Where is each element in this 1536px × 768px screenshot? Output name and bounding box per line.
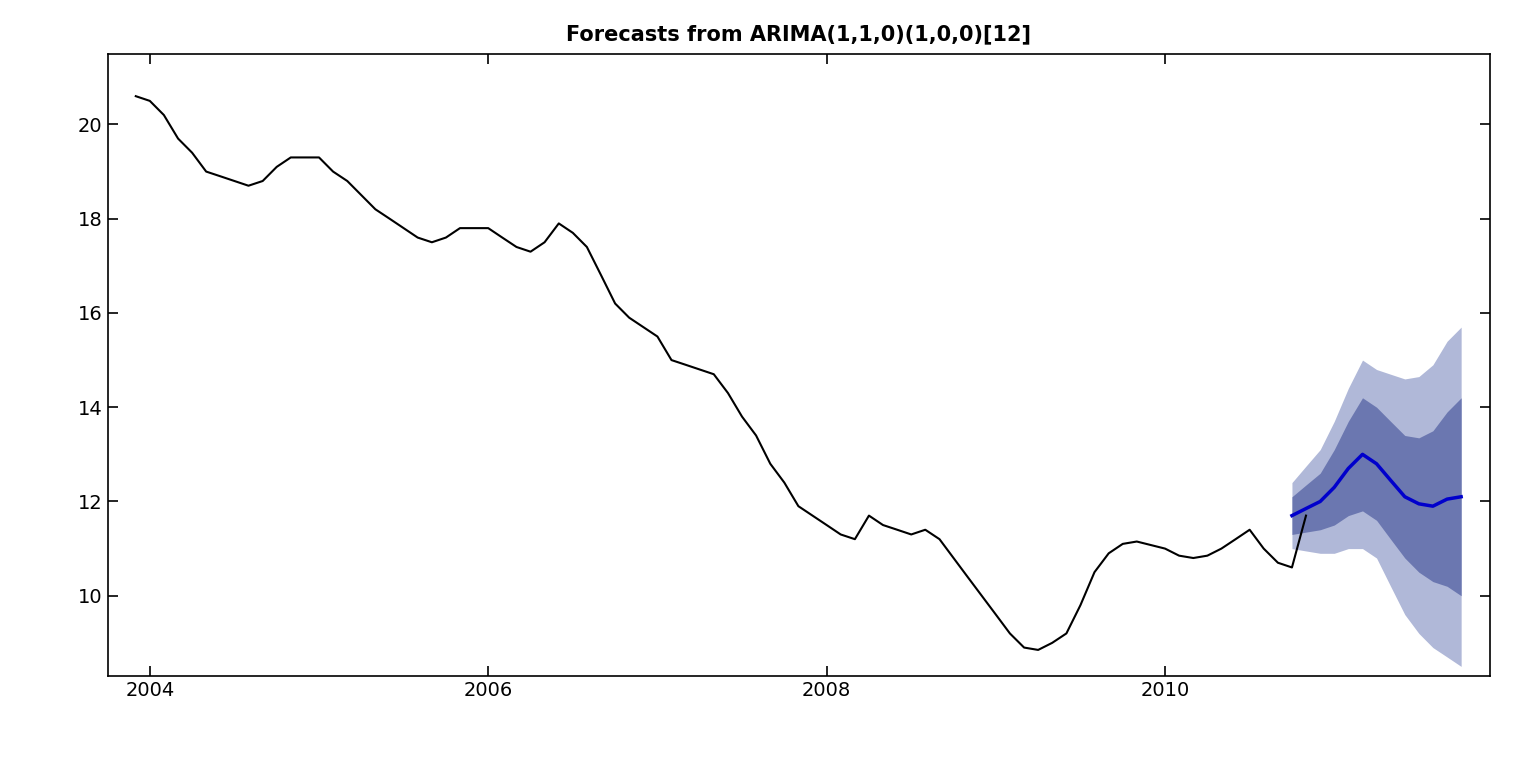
Title: Forecasts from ARIMA(1,1,0)(1,0,0)[12]: Forecasts from ARIMA(1,1,0)(1,0,0)[12] (567, 24, 1031, 44)
